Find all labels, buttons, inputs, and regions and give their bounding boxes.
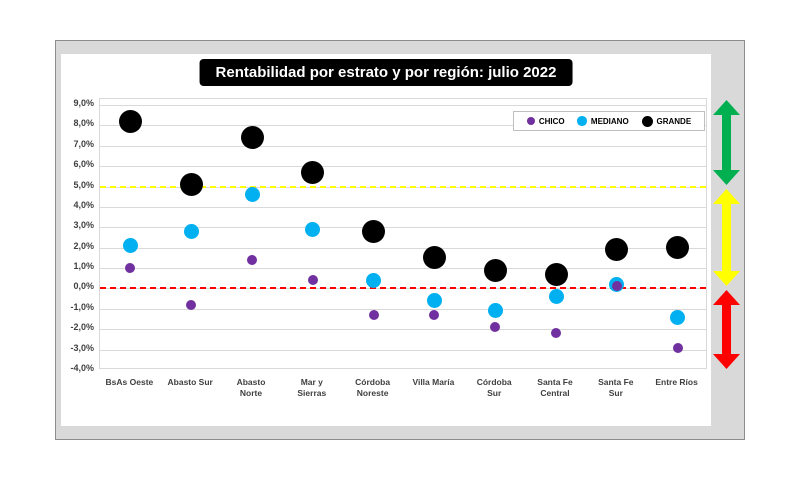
data-point-mediano — [366, 272, 382, 288]
data-point-mediano — [305, 221, 321, 237]
y-axis-tick-label: -1,0% — [70, 301, 94, 312]
x-axis-category-label: Abasto Norte — [236, 377, 266, 399]
data-point-grande — [666, 236, 690, 260]
data-point-chico — [247, 254, 257, 265]
legend-item-mediano: MEDIANO — [577, 116, 629, 126]
x-axis-category-label: Santa Fe Sur — [598, 377, 634, 399]
gridline — [100, 145, 706, 147]
plot-area — [99, 98, 707, 369]
legend-item-chico: CHICO — [526, 116, 565, 126]
x-axis-category-label: BsAs Oeste — [105, 377, 154, 387]
y-axis-tick-label: 8,0% — [73, 118, 94, 129]
y-axis-tick-label: 1,0% — [73, 261, 94, 272]
data-point-grande — [605, 238, 629, 262]
gridline — [100, 206, 706, 208]
range-arrows — [713, 1, 740, 479]
data-point-chico — [672, 342, 683, 353]
data-point-grande — [240, 126, 264, 150]
y-axis-tick-label: 3,0% — [73, 220, 94, 231]
x-axis-category-label: Córdoba Noreste — [355, 377, 391, 399]
x-axis-category-label: Villa María — [412, 377, 455, 387]
data-point-chico — [551, 328, 561, 339]
data-point-chico — [307, 275, 318, 286]
y-axis-tick-label: 9,0% — [73, 98, 94, 108]
data-point-grande — [362, 219, 386, 243]
data-point-mediano — [426, 293, 442, 309]
legend-item-grande: GRANDE — [641, 115, 692, 127]
data-point-mediano — [670, 309, 686, 325]
legend-marker-icon — [526, 117, 535, 125]
data-point-chico — [611, 281, 622, 292]
data-point-mediano — [548, 289, 564, 305]
gridline — [100, 105, 706, 106]
gridline — [100, 268, 706, 270]
y-axis-tick-label: 0,0% — [73, 281, 94, 292]
legend-label: MEDIANO — [590, 116, 629, 126]
chart-card: Rentabilidad por estrato y por región: j… — [61, 54, 711, 426]
data-point-mediano — [122, 238, 138, 254]
x-axis-category-label: Entre Ríos — [655, 377, 698, 387]
y-axis-tick-label: -3,0% — [70, 342, 94, 353]
data-point-grande — [483, 258, 507, 282]
data-point-grande — [544, 262, 568, 286]
data-point-chico — [429, 309, 440, 320]
data-point-mediano — [487, 303, 503, 319]
reference-line-5 — [100, 185, 706, 188]
y-axis-tick-label: 4,0% — [73, 199, 94, 210]
data-point-grande — [179, 173, 203, 196]
red-arrow-below-0pct-icon — [713, 290, 740, 369]
x-axis-category-label: Mar y Sierras — [297, 377, 327, 399]
data-point-mediano — [244, 187, 260, 203]
gridline — [100, 329, 706, 331]
y-axis-tick-label: 7,0% — [73, 138, 94, 149]
y-axis-tick-label: 2,0% — [73, 240, 94, 251]
chart-panel: Rentabilidad por estrato y por región: j… — [55, 40, 745, 440]
gridline — [100, 125, 706, 127]
y-axis-tick-label: -4,0% — [70, 363, 94, 373]
gridline — [100, 247, 706, 249]
data-point-grande — [422, 246, 446, 270]
reference-line-0 — [100, 287, 706, 290]
legend-label: CHICO — [538, 116, 565, 126]
y-axis-tick-label: 5,0% — [73, 179, 94, 190]
data-point-chico — [186, 299, 197, 310]
data-point-grande — [118, 109, 142, 133]
chart-title: Rentabilidad por estrato y por región: j… — [199, 59, 573, 86]
gridline — [100, 308, 706, 310]
data-point-chico — [125, 263, 136, 274]
y-axis-tick-label: 6,0% — [73, 159, 94, 170]
legend-label: GRANDE — [656, 116, 692, 126]
gridline — [100, 227, 706, 229]
x-axis-category-label: Córdoba Sur — [476, 377, 512, 399]
gridline — [100, 166, 706, 168]
green-arrow-above-5pct-icon — [713, 100, 740, 185]
chart-legend: CHICO MEDIANO GRANDE — [513, 111, 705, 131]
gridline — [100, 349, 706, 351]
data-point-mediano — [183, 223, 199, 239]
x-axis-category-label: Santa Fe Central — [537, 377, 573, 399]
data-point-grande — [301, 160, 325, 184]
yellow-arrow-0-to-5pct-icon — [713, 189, 740, 286]
x-axis-category-label: Abasto Sur — [167, 377, 213, 387]
legend-marker-icon — [577, 116, 587, 126]
legend-marker-icon — [641, 115, 653, 127]
data-point-chico — [490, 322, 501, 333]
y-axis-tick-label: -2,0% — [70, 322, 94, 333]
data-point-chico — [368, 309, 379, 320]
